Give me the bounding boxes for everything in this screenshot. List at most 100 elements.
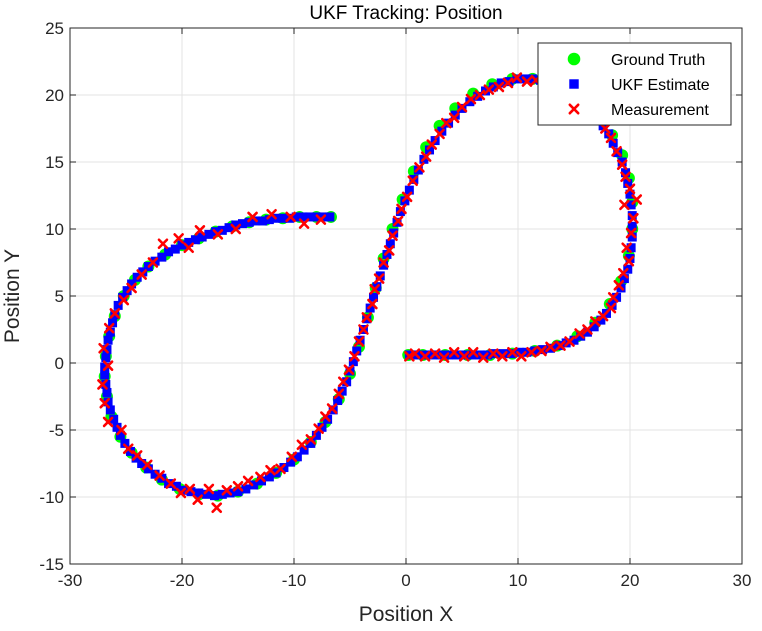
ukf-estimate-point bbox=[342, 377, 352, 387]
ukf-estimate-point bbox=[617, 157, 627, 167]
ukf-estimate-point bbox=[627, 221, 637, 231]
measurement-point bbox=[326, 403, 338, 414]
ukf-estimate-point bbox=[105, 405, 115, 415]
ukf-estimate-point bbox=[249, 480, 259, 490]
measurement-point bbox=[175, 487, 187, 499]
ukf-estimate-point bbox=[127, 279, 137, 289]
measurement-point bbox=[620, 171, 631, 183]
measurement-point bbox=[157, 238, 169, 250]
measurement-point bbox=[211, 502, 223, 514]
ukf-estimate-point bbox=[553, 341, 563, 351]
ukf-estimate-point bbox=[379, 260, 389, 270]
ukf-estimate-point bbox=[241, 484, 251, 494]
measurement-point bbox=[396, 203, 407, 215]
measurement-point bbox=[605, 302, 617, 314]
measurement-point bbox=[628, 212, 639, 224]
ukf-estimate-point bbox=[286, 457, 296, 467]
measurement-point bbox=[126, 282, 137, 294]
ukf-estimate-point bbox=[202, 489, 212, 499]
measurement-point bbox=[265, 464, 276, 476]
x-tick-label: -10 bbox=[282, 571, 307, 590]
measurement-point bbox=[154, 470, 165, 481]
ukf-estimate-point bbox=[619, 274, 629, 284]
measurement-point bbox=[97, 379, 108, 390]
ukf-estimate-point bbox=[311, 430, 321, 440]
ukf-estimate-point bbox=[224, 223, 234, 233]
legend-entry: Measurement bbox=[568, 102, 709, 119]
ukf-estimate-point bbox=[150, 469, 160, 479]
legend-entry: UKF Estimate bbox=[569, 77, 710, 94]
measurement-point bbox=[429, 348, 441, 359]
ukf-estimate-point bbox=[264, 215, 274, 225]
measurement-point bbox=[401, 191, 413, 203]
measurement-point bbox=[333, 388, 345, 400]
measurement-point bbox=[361, 312, 373, 323]
ukf-estimate-point bbox=[101, 353, 111, 363]
ukf-estimate-point bbox=[626, 200, 636, 210]
ukf-estimate-point bbox=[569, 335, 579, 345]
measurement-point bbox=[369, 284, 380, 295]
measurement-point bbox=[420, 151, 432, 162]
measurement-point bbox=[516, 351, 527, 362]
measurement-point bbox=[574, 328, 585, 339]
measurement-point bbox=[621, 242, 632, 254]
measurement-point bbox=[407, 175, 419, 187]
x-tick-label: -30 bbox=[58, 571, 83, 590]
measurement-point bbox=[465, 93, 477, 105]
ukf-estimate-point bbox=[257, 476, 267, 486]
ukf-estimate-point bbox=[143, 464, 153, 474]
x-tick-label: 20 bbox=[621, 571, 640, 590]
y-tick-label: 15 bbox=[45, 153, 64, 172]
measurement-point bbox=[483, 84, 495, 95]
measurement-point bbox=[448, 346, 460, 358]
ukf-estimate-point bbox=[170, 244, 180, 254]
ukf-estimate-point bbox=[264, 472, 274, 482]
measurement-point bbox=[625, 227, 637, 239]
x-axis-label: Position X bbox=[359, 603, 454, 626]
legend-label: Ground Truth bbox=[611, 52, 705, 69]
ticks: -30 -20 -10 0 10 20 30 -15 -10 -5 0 5 10 15 20 25 bbox=[39, 19, 751, 590]
ukf-estimate-point bbox=[233, 487, 243, 497]
y-tick-label: -15 bbox=[39, 555, 64, 574]
measurement-point bbox=[102, 360, 114, 371]
ukf-estimate-point bbox=[204, 229, 214, 239]
measurement-point bbox=[320, 411, 331, 422]
ukf-estimate-point bbox=[352, 346, 362, 356]
ukf-estimate-point bbox=[120, 438, 130, 448]
measurement-point bbox=[419, 351, 431, 362]
measurement-point bbox=[502, 77, 514, 89]
ukf-estimate-point bbox=[171, 481, 181, 491]
ukf-estimate-point bbox=[625, 189, 635, 199]
measurement-point bbox=[255, 471, 266, 483]
measurement-point bbox=[477, 352, 489, 363]
ukf-estimate-point bbox=[306, 438, 316, 448]
measurement-point bbox=[568, 103, 580, 115]
measurement-point bbox=[192, 494, 203, 505]
ukf-estimate-point bbox=[113, 300, 123, 310]
measurement-point bbox=[458, 351, 470, 362]
measurement-point bbox=[607, 292, 619, 303]
ukf-estimate-point bbox=[522, 347, 532, 357]
ukf-estimate-point bbox=[612, 292, 622, 302]
ukf-estimate-point bbox=[608, 138, 618, 148]
measurement-point bbox=[349, 351, 360, 362]
measurement-point bbox=[203, 483, 215, 495]
ukf-estimate-point bbox=[258, 216, 268, 226]
ukf-estimate-point bbox=[348, 357, 358, 367]
measurement-point bbox=[315, 214, 327, 225]
measurement-point bbox=[118, 294, 130, 306]
measurement-point bbox=[343, 364, 355, 375]
ukf-estimate-point bbox=[237, 219, 247, 229]
measurement-point bbox=[165, 478, 177, 489]
measurement-point bbox=[122, 443, 134, 455]
measurement-point bbox=[232, 480, 244, 492]
ukf-estimate-point bbox=[299, 445, 309, 455]
ukf-estimate-point bbox=[298, 212, 308, 222]
measurement-point bbox=[266, 208, 277, 220]
measurement-point bbox=[426, 139, 438, 150]
measurement-point bbox=[521, 76, 533, 87]
ukf-estimate-point bbox=[491, 349, 501, 359]
ground-truth-point bbox=[567, 52, 581, 66]
